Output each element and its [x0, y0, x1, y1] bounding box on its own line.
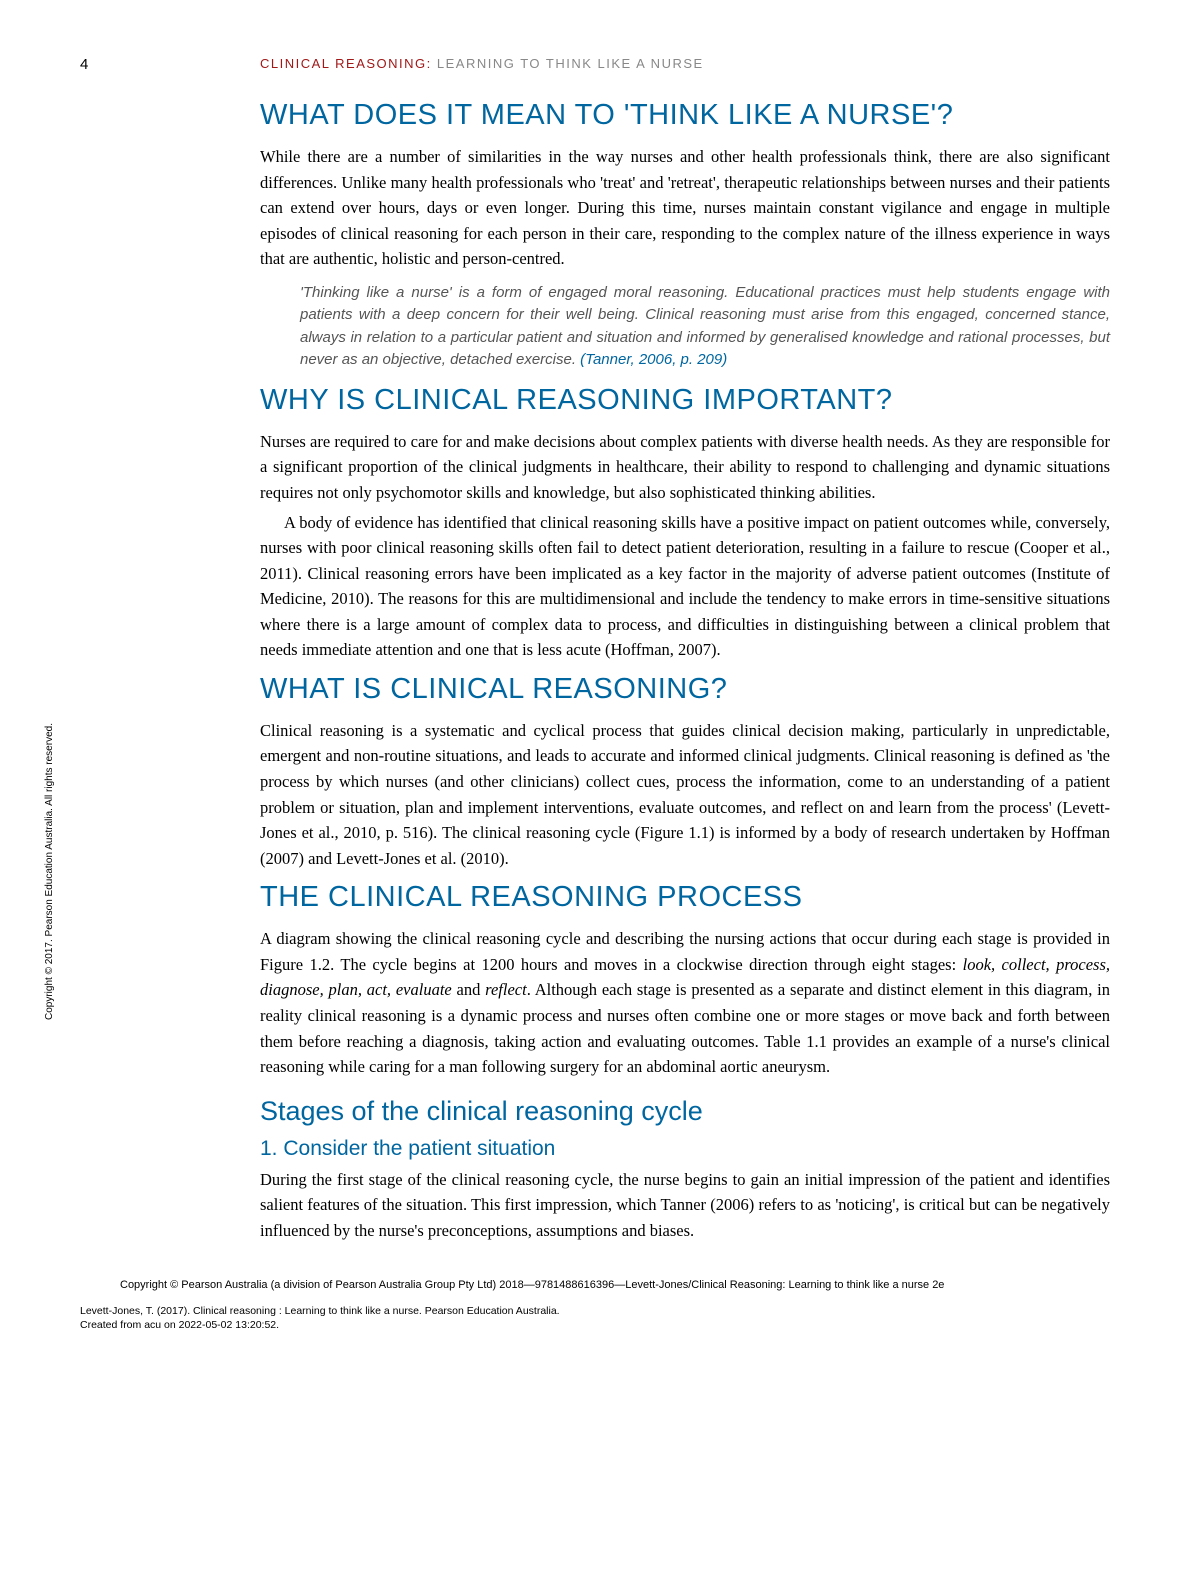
- copyright-line: Copyright © Pearson Australia (a divisio…: [120, 1279, 1120, 1291]
- citation-line-2: Created from acu on 2022-05-02 13:20:52.: [80, 1319, 1120, 1333]
- header-title-bold: CLINICAL REASONING:: [260, 56, 432, 71]
- subheading-consider: 1. Consider the patient situation: [260, 1137, 1110, 1161]
- header-title-light: LEARNING TO THINK LIKE A NURSE: [432, 56, 704, 71]
- citation-footer: Levett-Jones, T. (2017). Clinical reason…: [80, 1305, 1120, 1332]
- heading-think-like-nurse: WHAT DOES IT MEAN TO 'THINK LIKE A NURSE…: [260, 99, 1110, 132]
- body-paragraph: During the first stage of the clinical r…: [260, 1167, 1110, 1244]
- heading-what-is: WHAT IS CLINICAL REASONING?: [260, 673, 1110, 706]
- vertical-copyright: Copyright © 2017. Pearson Education Aust…: [44, 723, 55, 1020]
- text-run: and: [452, 980, 485, 999]
- quote-citation: (Tanner, 2006, p. 209): [580, 351, 727, 368]
- page: 4 CLINICAL REASONING: LEARNING TO THINK …: [0, 0, 1200, 1373]
- heading-why-important: WHY IS CLINICAL REASONING IMPORTANT?: [260, 384, 1110, 417]
- body-paragraph: A body of evidence has identified that c…: [260, 510, 1110, 663]
- body-paragraph: A diagram showing the clinical reasoning…: [260, 926, 1110, 1079]
- citation-line-1: Levett-Jones, T. (2017). Clinical reason…: [80, 1305, 1120, 1319]
- heading-stages: Stages of the clinical reasoning cycle: [260, 1096, 1110, 1127]
- body-paragraph: Clinical reasoning is a systematic and c…: [260, 718, 1110, 871]
- body-paragraph: While there are a number of similarities…: [260, 144, 1110, 272]
- running-header: CLINICAL REASONING: LEARNING TO THINK LI…: [260, 56, 1120, 71]
- main-content: WHAT DOES IT MEAN TO 'THINK LIKE A NURSE…: [260, 99, 1110, 1243]
- heading-process: THE CLINICAL REASONING PROCESS: [260, 881, 1110, 914]
- stage-last-italic: reflect: [485, 980, 527, 999]
- block-quote: 'Thinking like a nurse' is a form of eng…: [300, 282, 1110, 372]
- page-number: 4: [80, 56, 88, 73]
- body-paragraph: Nurses are required to care for and make…: [260, 429, 1110, 506]
